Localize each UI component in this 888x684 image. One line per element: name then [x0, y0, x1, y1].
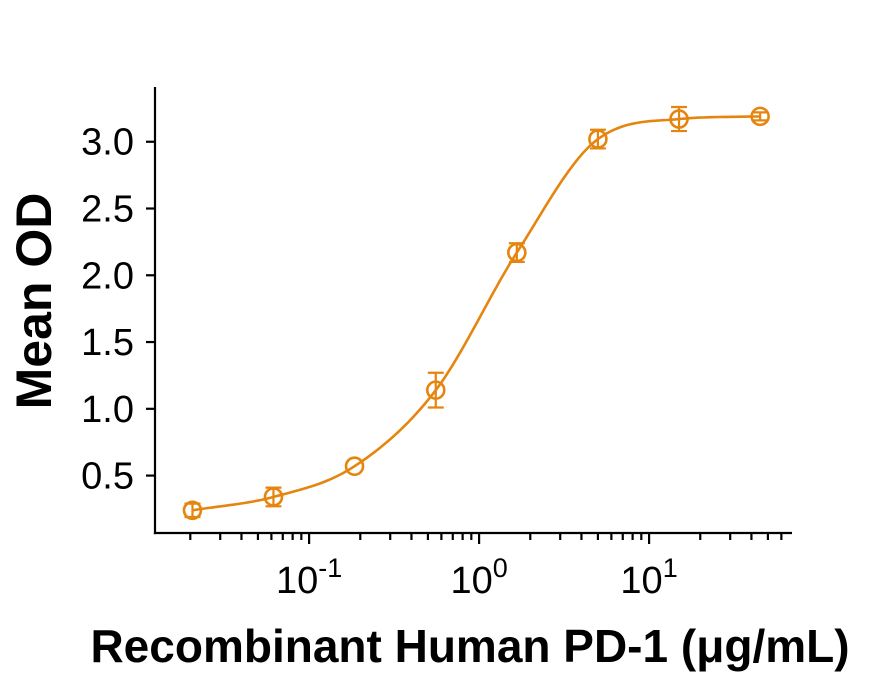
data-point-marker	[182, 500, 203, 521]
y-tick-label: 1.5	[81, 322, 134, 364]
y-tick-label: 0.5	[81, 456, 134, 498]
data-point-marker	[588, 129, 608, 149]
data-point-marker	[263, 487, 284, 507]
data-point-marker	[344, 456, 365, 477]
x-axis-title-text: Recombinant Human PD-1 (	[90, 620, 697, 672]
y-axis-title: Mean OD	[6, 192, 62, 410]
x-tick-labels: 10-1 100 101	[276, 553, 678, 602]
x-axis-title-units: g/mL)	[724, 620, 850, 672]
y-tick-label: 3.0	[81, 122, 134, 164]
x-tick-label: 100	[450, 553, 507, 602]
data-point-marker	[507, 242, 527, 263]
mu-symbol: μ	[696, 620, 725, 672]
y-tick-label: 1.0	[81, 389, 134, 431]
x-axis-title: Recombinant Human PD-1 (μg/mL)	[90, 619, 849, 673]
axes	[146, 87, 792, 544]
x-tick-label: 101	[620, 553, 677, 602]
fit-curve	[192, 115, 761, 512]
y-tick-label: 2.0	[81, 255, 134, 297]
data-series	[182, 105, 770, 521]
x-tick-label: 10-1	[276, 553, 342, 602]
data-point-marker	[750, 106, 770, 127]
data-point-marker	[669, 109, 689, 129]
y-tick-label: 2.5	[81, 189, 134, 231]
y-tick-labels: 0.5 1.0 1.5 2.0 2.5 3.0	[81, 122, 134, 498]
data-point-marker	[425, 380, 446, 400]
x-ticks	[189, 533, 783, 544]
y-ticks	[146, 140, 155, 477]
